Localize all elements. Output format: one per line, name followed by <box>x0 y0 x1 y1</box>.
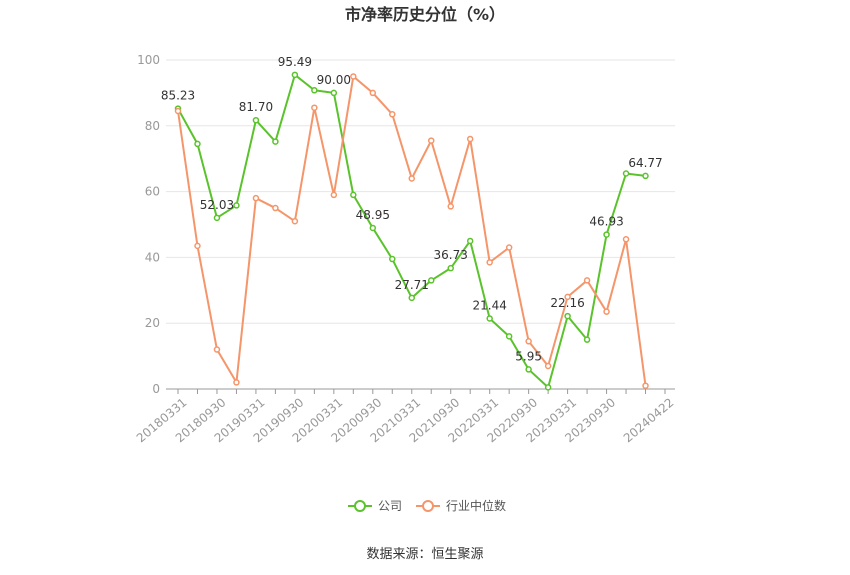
data-point <box>466 135 474 143</box>
data-point <box>564 312 571 320</box>
data-label: 36.73 <box>434 248 468 262</box>
data-point <box>272 138 279 145</box>
y-tick-label: 0 <box>152 382 160 396</box>
data-point <box>272 204 279 212</box>
data-point <box>330 89 338 97</box>
chart-title: 市净率历史分位（%） <box>345 5 505 24</box>
data-label: 85.23 <box>161 89 195 103</box>
data-point <box>408 175 416 182</box>
series-line-1 <box>177 73 646 389</box>
x-tick-label: 20240422 <box>621 395 677 445</box>
data-label: 90.00 <box>317 73 351 87</box>
data-label: 95.49 <box>278 55 312 69</box>
legend-marker <box>422 500 434 512</box>
data-point <box>350 191 357 199</box>
data-label: 46.93 <box>589 215 623 229</box>
data-point <box>622 170 630 177</box>
data-point <box>603 308 610 315</box>
data-point <box>389 111 396 118</box>
data-label: 22.16 <box>550 296 584 310</box>
data-point <box>447 264 454 272</box>
data-point <box>505 244 513 251</box>
axes: 0204060801002018033120180930201903312019… <box>134 53 677 445</box>
data-label: 21.44 <box>473 298 507 312</box>
data-point <box>311 104 318 111</box>
data-point <box>642 172 649 180</box>
data-point <box>291 71 299 79</box>
y-tick-label: 60 <box>145 185 160 199</box>
data-point <box>389 255 396 263</box>
data-label: 64.77 <box>628 156 662 170</box>
data-point <box>642 382 649 389</box>
data-point <box>544 384 552 391</box>
data-point <box>311 87 318 94</box>
data-point <box>369 224 377 232</box>
y-tick-label: 100 <box>137 53 160 67</box>
series-line-2 <box>177 75 647 386</box>
legend-label[interactable]: 行业中位数 <box>446 498 506 513</box>
data-point <box>603 231 610 238</box>
data-point <box>194 140 201 148</box>
data-point <box>213 214 221 222</box>
data-point <box>525 338 532 345</box>
data-label: 81.70 <box>239 100 273 114</box>
data-point <box>447 203 454 210</box>
data-point <box>544 362 552 370</box>
data-point <box>369 89 377 97</box>
data-point <box>486 259 493 266</box>
data-point <box>233 379 240 386</box>
data-point <box>427 137 435 144</box>
data-labels: 85.23 52.03 81.70 95.49 90.00 48.95 27.71 36.73… <box>161 55 663 364</box>
y-tick-label: 80 <box>145 119 160 133</box>
data-point <box>466 237 474 245</box>
source-note: 数据来源：恒生聚源 <box>366 547 483 562</box>
data-label: 5.95 <box>515 349 542 363</box>
data-label: 48.95 <box>356 208 390 222</box>
data-point <box>291 217 299 225</box>
data-point <box>350 73 357 80</box>
data-point <box>252 116 260 124</box>
data-point <box>330 191 338 199</box>
data-point <box>194 242 201 250</box>
data-point <box>622 236 630 243</box>
legend-label[interactable]: 公司 <box>378 499 402 513</box>
y-tick-label: 40 <box>145 250 160 264</box>
series-layer <box>174 71 649 391</box>
data-point <box>427 277 435 284</box>
data-point <box>408 294 416 302</box>
legend[interactable]: 公司 行业中位数 <box>348 498 506 513</box>
data-label: 52.03 <box>200 198 234 212</box>
data-point <box>505 333 513 340</box>
y-tick-label: 20 <box>145 316 160 330</box>
data-point <box>564 293 571 301</box>
data-point <box>174 107 182 115</box>
data-point <box>486 315 493 322</box>
data-point <box>583 277 591 284</box>
data-point <box>583 336 591 343</box>
legend-marker <box>354 500 366 512</box>
data-point <box>213 346 221 353</box>
data-label: 27.71 <box>395 278 429 292</box>
data-point <box>525 366 532 373</box>
data-point <box>252 194 260 202</box>
data-point <box>233 202 240 209</box>
